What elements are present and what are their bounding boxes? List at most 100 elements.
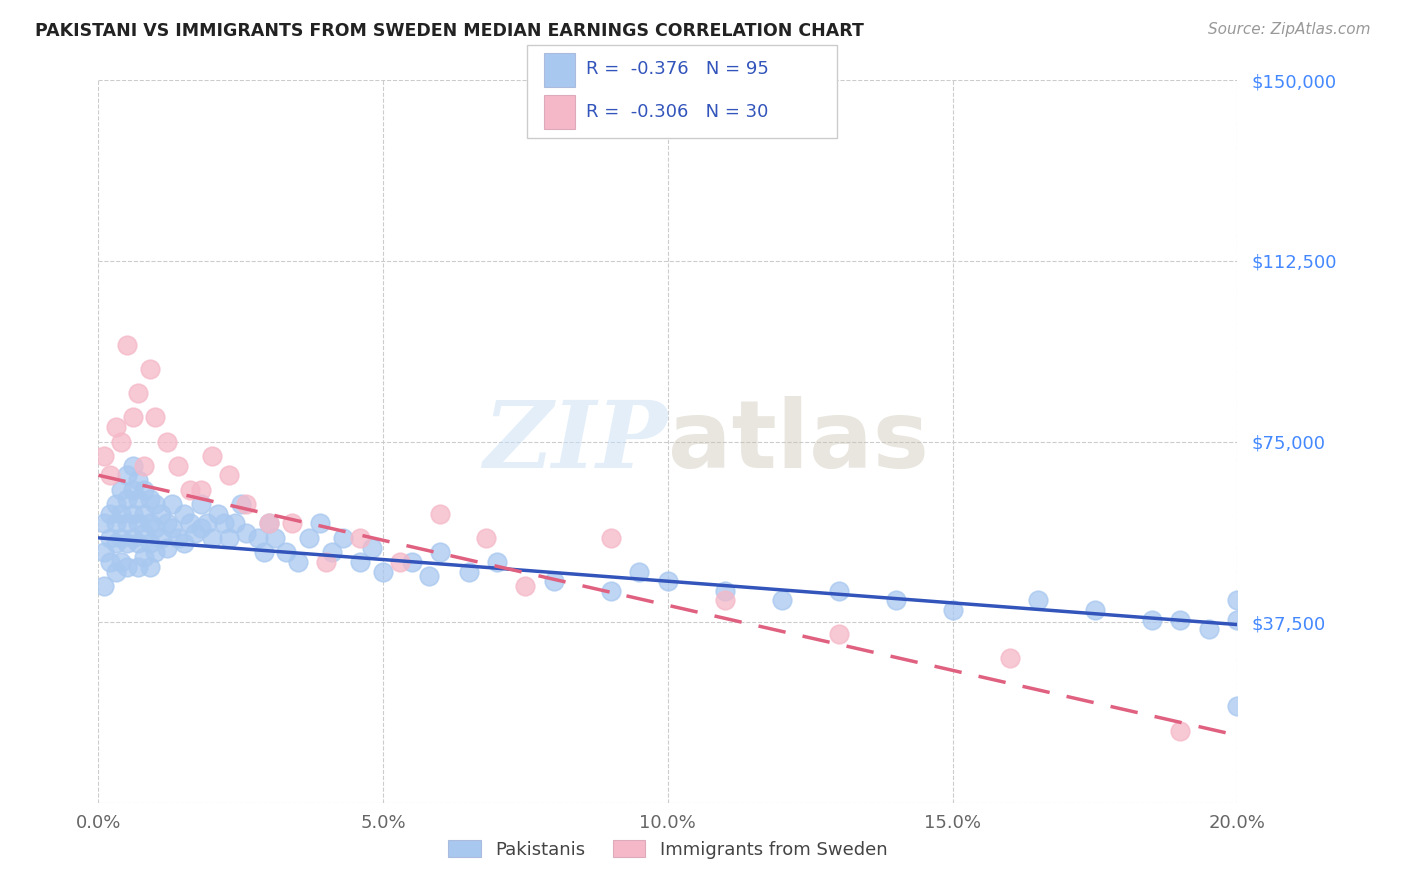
Point	[115, 516, 138, 531]
Point	[218, 531, 240, 545]
Point	[167, 458, 190, 473]
Point	[184, 526, 207, 541]
Point	[474, 531, 496, 545]
Point	[127, 492, 149, 507]
Point	[1140, 613, 1163, 627]
Point	[179, 516, 201, 531]
Point	[162, 497, 184, 511]
Point	[235, 526, 257, 541]
Point	[600, 531, 623, 545]
Point	[93, 579, 115, 593]
Point	[457, 565, 479, 579]
Point	[1226, 699, 1249, 714]
Point	[145, 410, 167, 425]
Point	[252, 545, 274, 559]
Point	[150, 531, 173, 545]
Point	[287, 555, 309, 569]
Point	[115, 492, 138, 507]
Point	[942, 603, 965, 617]
Point	[714, 583, 737, 598]
Point	[132, 550, 155, 565]
Point	[138, 559, 160, 574]
Text: atlas: atlas	[668, 395, 929, 488]
Point	[132, 483, 155, 497]
Text: ZIP: ZIP	[484, 397, 668, 486]
Point	[229, 497, 252, 511]
Text: R =  -0.376   N = 95: R = -0.376 N = 95	[586, 60, 769, 78]
Point	[418, 569, 440, 583]
Point	[828, 583, 851, 598]
Point	[429, 545, 451, 559]
Point	[138, 516, 160, 531]
Point	[167, 531, 190, 545]
Point	[298, 531, 321, 545]
Point	[104, 565, 127, 579]
Point	[127, 473, 149, 487]
Point	[1226, 613, 1249, 627]
Point	[115, 468, 138, 483]
Text: PAKISTANI VS IMMIGRANTS FROM SWEDEN MEDIAN EARNINGS CORRELATION CHART: PAKISTANI VS IMMIGRANTS FROM SWEDEN MEDI…	[35, 22, 865, 40]
Point	[315, 555, 337, 569]
Point	[115, 338, 138, 352]
Point	[93, 449, 115, 463]
Point	[332, 531, 354, 545]
Point	[121, 410, 143, 425]
Point	[145, 497, 167, 511]
Point	[127, 559, 149, 574]
Point	[212, 516, 235, 531]
Point	[401, 555, 423, 569]
Legend: Pakistanis, Immigrants from Sweden: Pakistanis, Immigrants from Sweden	[441, 833, 894, 866]
Point	[110, 483, 132, 497]
Point	[138, 535, 160, 549]
Point	[224, 516, 246, 531]
Point	[110, 507, 132, 521]
Point	[110, 531, 132, 545]
Point	[115, 559, 138, 574]
Point	[1026, 593, 1049, 607]
Point	[132, 507, 155, 521]
Point	[98, 555, 121, 569]
Point	[246, 531, 269, 545]
Point	[150, 507, 173, 521]
Point	[486, 555, 509, 569]
Point	[132, 458, 155, 473]
Point	[127, 516, 149, 531]
Point	[162, 521, 184, 535]
Point	[429, 507, 451, 521]
Point	[179, 483, 201, 497]
Point	[145, 545, 167, 559]
Point	[121, 507, 143, 521]
Point	[201, 531, 224, 545]
Point	[657, 574, 679, 589]
Point	[600, 583, 623, 598]
Point	[998, 651, 1021, 665]
Point	[104, 497, 127, 511]
Point	[98, 507, 121, 521]
Point	[1084, 603, 1107, 617]
Point	[360, 541, 382, 555]
Point	[121, 483, 143, 497]
Point	[321, 545, 343, 559]
Point	[98, 468, 121, 483]
Point	[1198, 623, 1220, 637]
Point	[349, 555, 371, 569]
Point	[1170, 613, 1192, 627]
Point	[156, 516, 179, 531]
Point	[121, 531, 143, 545]
Point	[93, 545, 115, 559]
Point	[115, 535, 138, 549]
Point	[98, 531, 121, 545]
Point	[1226, 593, 1249, 607]
Point	[349, 531, 371, 545]
Point	[218, 468, 240, 483]
Point	[543, 574, 565, 589]
Point	[145, 521, 167, 535]
Text: R =  -0.306   N = 30: R = -0.306 N = 30	[586, 103, 769, 121]
Point	[628, 565, 651, 579]
Point	[309, 516, 332, 531]
Point	[104, 516, 127, 531]
Point	[127, 386, 149, 401]
Point	[201, 449, 224, 463]
Point	[828, 627, 851, 641]
Point	[884, 593, 907, 607]
